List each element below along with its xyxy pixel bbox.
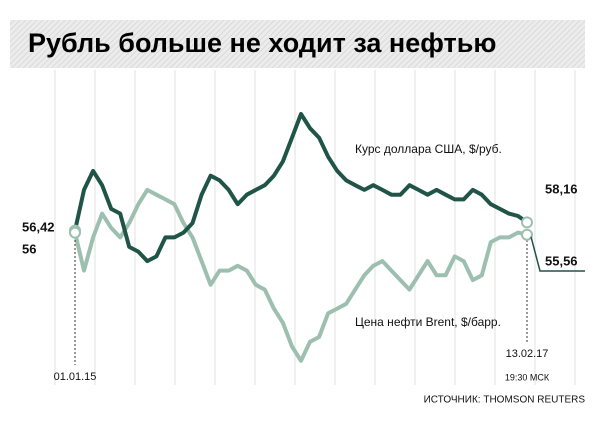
chart-title: Рубль больше не ходит за нефтью bbox=[28, 28, 496, 58]
value-label: 55,56 bbox=[545, 253, 578, 268]
end-point bbox=[521, 228, 533, 241]
background-grid bbox=[54, 70, 576, 385]
series-label: Курс доллара США, $/руб. bbox=[355, 142, 502, 156]
label-connector bbox=[530, 236, 585, 272]
series-label: Цена нефти Brent, $/барр. bbox=[355, 315, 501, 329]
time-note: 19:30 МСК bbox=[505, 372, 550, 382]
end-point bbox=[69, 226, 81, 239]
series-line bbox=[73, 187, 528, 363]
source: ИСТОЧНИК: THOMSON REUTERS bbox=[424, 395, 586, 406]
end-point bbox=[521, 216, 533, 229]
x-tick-label: 01.01.15 bbox=[54, 371, 97, 383]
value-label: 58,16 bbox=[545, 181, 578, 196]
title-band bbox=[10, 20, 585, 68]
x-tick-label: 13.02.17 bbox=[506, 348, 549, 360]
series-line bbox=[73, 112, 529, 264]
value-label: 56,42 bbox=[22, 219, 55, 234]
value-label: 56 bbox=[22, 241, 36, 256]
